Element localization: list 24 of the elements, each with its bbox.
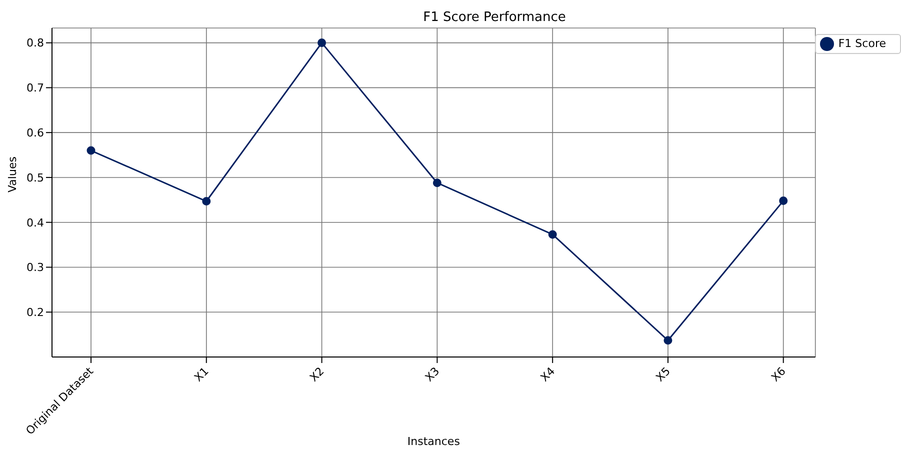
x-tick-label: X1	[192, 364, 212, 384]
x-tick-label: X6	[768, 364, 788, 384]
y-tick-label: 0.8	[26, 36, 44, 50]
point	[202, 197, 211, 206]
y-axis-title: Values	[6, 156, 19, 192]
point	[86, 146, 96, 155]
x-axis-title: Instances	[407, 435, 460, 448]
y-tick-label: 0.2	[26, 306, 44, 320]
y-tick-label: 0.5	[26, 171, 44, 184]
chart-title: F1 Score Performance	[422, 10, 567, 25]
point	[664, 336, 672, 345]
y-tick-label: 0.7	[26, 82, 44, 95]
x-tick-label: X3	[422, 364, 442, 384]
y-tick-label: 0.6	[26, 126, 44, 140]
legend-label: F1 Score	[838, 37, 886, 50]
point	[318, 38, 326, 48]
x-tick-label: X4	[538, 364, 558, 384]
y-tick-label: 0.4	[26, 216, 44, 230]
y-tick-label: 0.3	[26, 261, 44, 274]
point	[548, 230, 557, 239]
point	[432, 178, 442, 188]
x-tick-label: X2	[307, 364, 327, 384]
point	[779, 196, 788, 206]
x-tick-label: X5	[653, 364, 673, 384]
